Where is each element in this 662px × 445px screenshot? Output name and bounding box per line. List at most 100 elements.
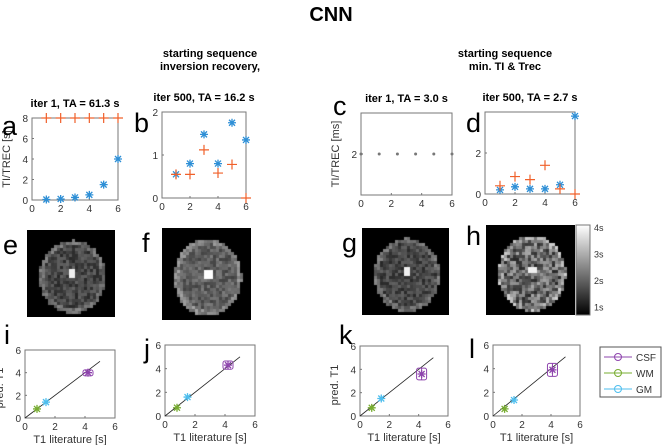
- star-marker: [173, 403, 181, 412]
- x-tick-label: 4: [215, 202, 221, 213]
- x-tick-label: 0: [162, 420, 168, 431]
- y-tick-label: 6: [155, 341, 161, 352]
- dot-marker: [395, 152, 399, 156]
- colorbar-tick-label: 1s: [594, 303, 604, 313]
- y-tick-label: 6: [483, 341, 489, 352]
- star-marker: [183, 393, 192, 402]
- dot-marker: [414, 152, 418, 156]
- t1-map-image-g: [362, 228, 449, 315]
- panel-letter-e: e: [3, 230, 19, 260]
- panel-letter-h: h: [466, 221, 482, 251]
- star-marker: [548, 365, 557, 374]
- x-axis-label: T1 literature [s]: [173, 432, 246, 444]
- y-tick-label: 6: [350, 342, 356, 353]
- star-marker: [541, 184, 549, 193]
- x-tick-label: 6: [252, 420, 258, 431]
- x-tick-label: 6: [449, 199, 455, 210]
- column-heading-left: starting sequence inversion recovery,: [110, 48, 310, 74]
- chart-b: [161, 111, 251, 203]
- plus-marker: [525, 174, 535, 185]
- column-heading-right: starting sequence min. TI & Trec: [405, 48, 605, 74]
- x-tick-label: 2: [192, 420, 198, 431]
- dot-marker: [377, 152, 381, 156]
- csf-box: [546, 362, 558, 377]
- plus-marker: [199, 144, 209, 155]
- axes-box: [31, 117, 119, 201]
- x-tick-label: 4: [87, 204, 93, 215]
- star-marker: [417, 370, 426, 378]
- panel-letter-f: f: [142, 228, 150, 258]
- colorbar-tick-label: 4s: [594, 223, 604, 233]
- chart-title-c: iter 1, TA = 3.0 s: [365, 93, 448, 105]
- y-tick-label: 2: [350, 389, 356, 400]
- colorbar-tick-label: 3s: [594, 250, 604, 260]
- legend-circle-CSF: [614, 353, 622, 361]
- star-marker: [71, 193, 79, 202]
- y-tick-label: 6: [15, 346, 21, 357]
- plus-marker: [241, 193, 251, 203]
- chart-l: [492, 344, 581, 417]
- csf-box: [222, 360, 234, 370]
- star-marker: [42, 195, 51, 204]
- y-tick-label: 2: [22, 176, 28, 187]
- star-marker: [571, 112, 579, 121]
- panel-letter-b: b: [134, 108, 150, 138]
- y-tick-label: 0: [350, 412, 356, 423]
- plus-marker: [510, 171, 520, 182]
- y-tick-label: 4: [22, 155, 28, 166]
- panel-letter-c: c: [333, 91, 347, 121]
- star-marker: [224, 361, 232, 370]
- x-axis-label: T1 literature [s]: [367, 432, 440, 444]
- legend-label-GM: GM: [636, 385, 652, 396]
- y-tick-label: 0: [22, 196, 28, 207]
- chart-d: [484, 111, 580, 199]
- chart-c: [359, 112, 454, 196]
- y-axis-label: pred. T1: [329, 365, 341, 406]
- chart-i: [24, 349, 116, 419]
- y-tick-label: 4: [350, 365, 356, 376]
- x-tick-label: 6: [243, 202, 249, 213]
- plus-marker: [570, 189, 580, 199]
- x-axis-label: T1 literature [s]: [500, 432, 573, 444]
- y-tick-label: 0: [152, 194, 158, 205]
- x-tick-label: 4: [419, 199, 425, 210]
- panel-letter-g: g: [342, 228, 358, 258]
- y-tick-label: 6: [22, 135, 28, 146]
- x-tick-label: 2: [519, 420, 525, 431]
- legend-label-CSF: CSF: [636, 353, 656, 364]
- x-tick-label: 2: [389, 199, 395, 210]
- star-marker: [186, 159, 194, 168]
- y-tick-label: 2: [152, 108, 158, 119]
- x-tick-label: 4: [222, 420, 228, 431]
- y-axis-label: TI/TREC [ms]: [330, 121, 342, 188]
- chart-a: [31, 113, 123, 204]
- chart-j: [164, 344, 256, 417]
- star-marker: [510, 396, 519, 405]
- y-tick-label: 4: [15, 369, 21, 380]
- y-tick-label: 2: [351, 150, 357, 161]
- star-marker: [377, 394, 386, 403]
- x-tick-label: 6: [112, 422, 118, 433]
- star-marker: [84, 368, 92, 377]
- star-marker: [99, 180, 108, 189]
- plus-marker: [113, 113, 123, 123]
- star-marker: [511, 182, 519, 191]
- chart-title-b: iter 500, TA = 16.2 s: [153, 92, 255, 104]
- plus-marker: [98, 113, 109, 123]
- star-marker: [42, 398, 50, 407]
- star-marker: [367, 403, 376, 412]
- legend-label-WM: WM: [636, 369, 654, 380]
- panel-letter-i: i: [4, 320, 10, 350]
- y-tick-label: 8: [22, 114, 28, 125]
- column-heading-left-line1: starting sequence: [162, 48, 258, 60]
- star-marker: [228, 118, 236, 127]
- x-tick-label: 0: [29, 204, 35, 215]
- star-marker: [500, 404, 509, 413]
- axes-box: [360, 112, 453, 196]
- x-tick-label: 0: [490, 420, 496, 431]
- y-tick-label: 2: [475, 149, 481, 160]
- panel-letter-k: k: [339, 320, 353, 350]
- star-marker: [200, 130, 208, 139]
- legend-circle-WM: [614, 369, 622, 377]
- column-heading-right-line1: starting sequence: [457, 48, 553, 60]
